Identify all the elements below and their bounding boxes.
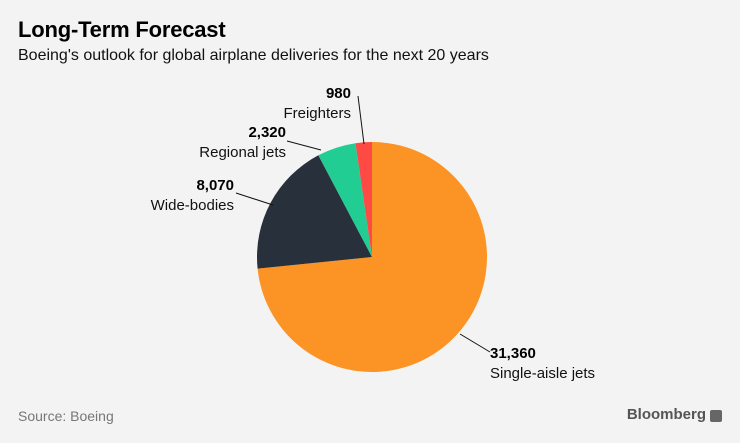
slice-category-label: Regional jets [199, 144, 286, 161]
slice-category-label: Wide-bodies [151, 197, 234, 214]
pie-slice-regional-jets [318, 143, 372, 257]
brand-chart-icon [710, 409, 722, 422]
leader-line [459, 333, 491, 353]
pie-slice-wide-bodies [257, 155, 372, 269]
pie-slice-freighters [355, 142, 372, 257]
slice-value-label: 8,070 [196, 177, 234, 194]
brand-logo: Bloomberg [627, 406, 722, 423]
leader-line [357, 95, 365, 145]
slice-value-label: 31,360 [490, 345, 536, 362]
pie-slice-single-aisle-jets [257, 141, 488, 372]
leader-line [286, 140, 322, 151]
source-note: Source: Boeing [18, 408, 114, 424]
slice-value-label: 2,320 [248, 124, 286, 141]
chart-subtitle: Boeing's outlook for global airplane del… [18, 47, 489, 64]
brand-name: Bloomberg [626, 406, 706, 423]
leader-line [235, 192, 274, 206]
slice-value-label: 980 [326, 85, 351, 102]
slice-category-label: Single-aisle jets [490, 365, 595, 382]
chart-title: Long-Term Forecast [18, 17, 226, 42]
slice-category-label: Freighters [283, 105, 351, 122]
